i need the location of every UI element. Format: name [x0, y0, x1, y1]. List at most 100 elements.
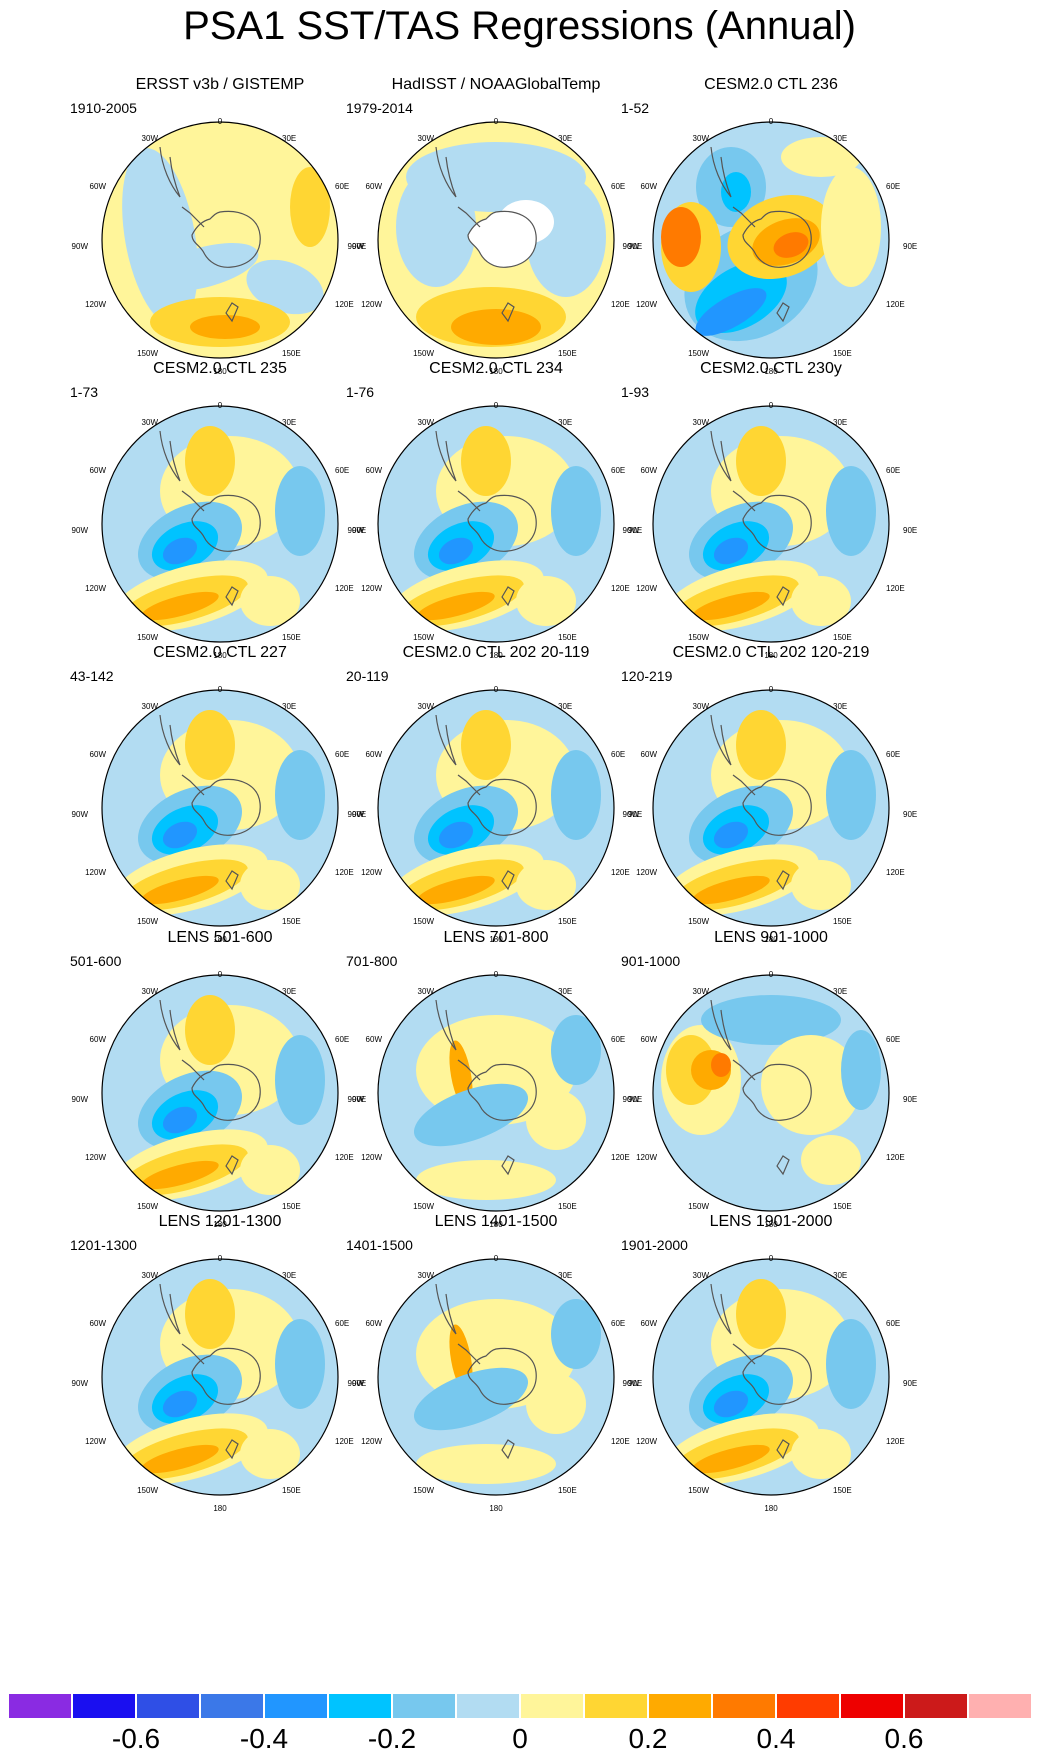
longitude-label: 90E [903, 810, 917, 819]
anomaly-region [417, 875, 495, 905]
longitude-label: 30E [282, 702, 296, 711]
longitude-label: 180 [764, 935, 778, 944]
anomaly-region [141, 875, 219, 905]
longitude-label: 60E [611, 182, 625, 191]
longitude-label: 60E [335, 1035, 349, 1044]
colorbar-tick-label: 0.2 [628, 1723, 668, 1754]
longitude-label: 30E [558, 702, 572, 711]
map-panel: CESM2.0 CTL 227 43-142 0 30W 30E 60W 60E 90W 90E… [70, 643, 370, 953]
longitude-label: 0 [218, 685, 223, 694]
longitude-label: 30E [558, 987, 572, 996]
longitude-label: 120E [335, 1153, 354, 1162]
colorbar-swatch [456, 1693, 520, 1719]
anomaly-region [516, 860, 576, 910]
longitude-label: 90W [72, 242, 89, 251]
panel-period: 701-800 [346, 953, 398, 969]
anomaly-region [416, 1444, 556, 1484]
anomaly-region [185, 995, 235, 1065]
longitude-label: 60W [90, 750, 107, 759]
longitude-label: 120E [886, 584, 905, 593]
longitude-label: 60E [886, 750, 900, 759]
map-panel: HadISST / NOAAGlobalTemp 1979-2014 0 30W 30E… [346, 75, 646, 385]
panel-period: 901-1000 [621, 953, 681, 969]
longitude-label: 120W [361, 1153, 382, 1162]
longitude-label: 120E [611, 300, 630, 309]
longitude-label: 0 [769, 401, 774, 410]
south-america-coastline [435, 714, 481, 796]
panel-period: 501-600 [70, 953, 122, 969]
colorbar-swatch [72, 1693, 136, 1719]
map-boundary [652, 121, 890, 359]
longitude-label: 120E [335, 300, 354, 309]
longitude-label: 60E [886, 1035, 900, 1044]
longitude-label: 60W [366, 1319, 383, 1328]
longitude-label: 90E [352, 242, 366, 251]
anomaly-region [781, 137, 861, 177]
anomaly-region [438, 821, 474, 849]
longitude-label: 120E [611, 1437, 630, 1446]
longitude-label: 30E [282, 1271, 296, 1280]
map-panel: CESM2.0 CTL 202 20-119 20-119 0 30W 30E 60W 60… [346, 643, 646, 953]
longitude-label: 90E [628, 810, 642, 819]
longitude-label: 60W [641, 1035, 658, 1044]
anomaly-region [791, 1429, 851, 1479]
panel-title: LENS 701-800 [443, 929, 549, 946]
anomaly-region [240, 1429, 300, 1479]
anomaly-region [141, 1444, 219, 1474]
longitude-label: 60W [641, 1319, 658, 1328]
anomaly-region [821, 167, 881, 287]
map-panel: CESM2.0 CTL 235 1-73 0 30W 30E 60W 60E 90W 90E 12… [70, 359, 370, 669]
longitude-label: 150W [688, 633, 709, 642]
anomaly-region [711, 1053, 731, 1077]
longitude-label: 150W [413, 633, 434, 642]
anomaly-region [736, 426, 786, 496]
longitude-label: 120W [85, 1437, 106, 1446]
anomaly-region [396, 167, 476, 287]
south-america-coastline [710, 146, 756, 228]
longitude-label: 60E [335, 182, 349, 191]
longitude-label: 30W [418, 987, 435, 996]
longitude-label: 90E [628, 242, 642, 251]
longitude-label: 60E [335, 1319, 349, 1328]
longitude-label: 150E [833, 633, 852, 642]
colorbar-swatch [520, 1693, 584, 1719]
anomaly-region [185, 1279, 235, 1349]
longitude-label: 150W [688, 1202, 709, 1211]
map-boundary [101, 121, 339, 359]
anomaly-region [438, 537, 474, 565]
anomaly-region [416, 1160, 556, 1200]
south-america-coastline [435, 1283, 481, 1365]
longitude-label: 150E [282, 633, 301, 642]
panel-title: CESM2.0 CTL 202 120-219 [672, 644, 870, 661]
anomaly-region [841, 1030, 881, 1110]
panel-title: LENS 501-600 [167, 929, 273, 946]
longitude-label: 30E [833, 134, 847, 143]
longitude-label: 60W [641, 466, 658, 475]
longitude-label: 30W [418, 1271, 435, 1280]
anomaly-region [275, 466, 325, 556]
longitude-label: 90E [628, 526, 642, 535]
longitude-label: 60W [366, 1035, 383, 1044]
colorbar-swatch [712, 1693, 776, 1719]
longitude-label: 0 [769, 1254, 774, 1263]
colorbar-tick-label: 0.6 [884, 1723, 924, 1754]
antarctica-coastline [191, 1063, 261, 1121]
longitude-label: 30W [418, 702, 435, 711]
anomaly-region [185, 710, 235, 780]
longitude-label: 90E [628, 1379, 642, 1388]
map-panel: LENS 701-800 701-800 0 30W 30E 60W 60E 90W 90E 12… [346, 928, 646, 1238]
anomaly-region [692, 875, 770, 905]
longitude-label: 120E [886, 1153, 905, 1162]
anomaly-region [695, 288, 767, 336]
longitude-label: 60E [886, 466, 900, 475]
antarctica-coastline [742, 494, 812, 552]
south-america-coastline [159, 146, 205, 228]
panel-title: CESM2.0 CTL 236 [704, 76, 838, 93]
